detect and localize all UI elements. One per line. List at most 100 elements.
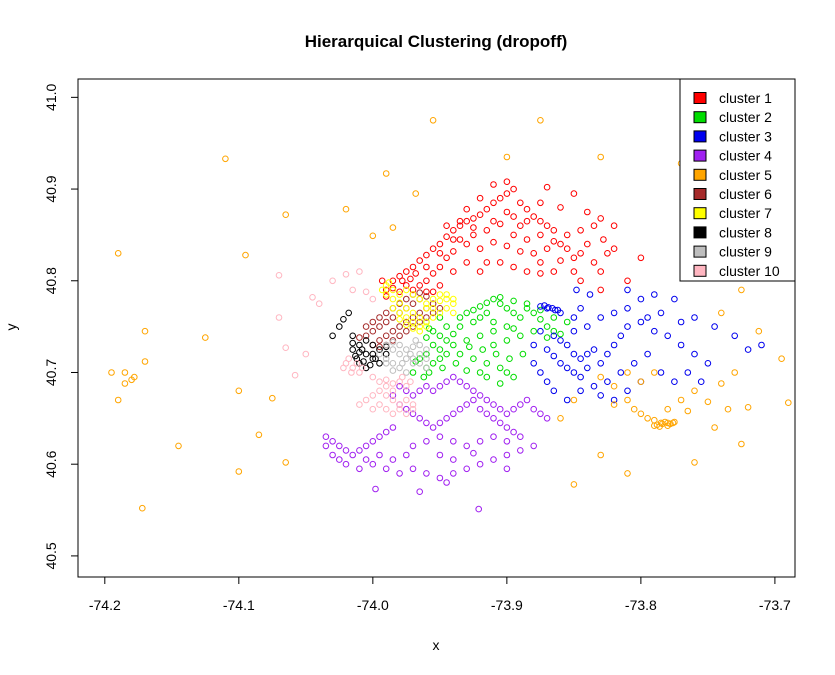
data-point — [376, 343, 383, 351]
series-cluster-4 — [322, 373, 551, 513]
data-point — [329, 332, 336, 340]
data-point — [329, 438, 336, 445]
data-point — [407, 378, 414, 386]
data-point — [366, 361, 374, 369]
data-point — [345, 355, 353, 363]
data-point — [503, 190, 511, 197]
data-point — [369, 327, 377, 335]
data-point — [624, 323, 631, 330]
data-point — [423, 251, 430, 259]
data-point — [423, 355, 430, 363]
data-point — [496, 194, 504, 202]
data-point — [483, 373, 491, 381]
y-tick-label: 40.5 — [43, 542, 59, 569]
data-point — [416, 415, 424, 422]
legend-swatch — [693, 130, 707, 143]
data-point — [443, 254, 450, 262]
data-point — [557, 309, 564, 317]
data-point — [586, 291, 594, 298]
y-tick-label: 41.0 — [43, 84, 59, 111]
data-point — [222, 155, 229, 163]
data-point — [476, 405, 484, 413]
data-point — [382, 341, 390, 349]
data-point — [570, 327, 578, 335]
data-point — [557, 257, 564, 264]
legend: cluster 1 cluster 2 cluster 3 cluster 4 clus… — [679, 78, 796, 282]
series-cluster-8 — [329, 309, 390, 372]
data-point — [450, 300, 457, 308]
data-point — [382, 293, 390, 300]
data-point — [450, 470, 457, 477]
x-tick-label: -74.1 — [223, 597, 255, 613]
data-point — [340, 316, 347, 323]
data-point — [202, 334, 209, 341]
data-point — [456, 222, 464, 229]
data-point — [396, 309, 403, 317]
data-point — [476, 438, 484, 445]
data-point — [490, 433, 497, 441]
data-point — [403, 305, 410, 312]
data-point — [369, 373, 377, 381]
data-point — [470, 396, 477, 404]
series-cluster-7 — [378, 279, 457, 335]
data-point — [657, 369, 665, 376]
data-point — [483, 396, 491, 404]
data-point — [362, 323, 370, 330]
y-tick-label: 40.8 — [43, 267, 59, 294]
data-point — [416, 350, 424, 358]
legend-label: cluster 10 — [719, 263, 780, 279]
data-point — [382, 382, 390, 390]
data-point — [597, 153, 605, 161]
legend-swatch — [693, 207, 707, 220]
data-point — [476, 460, 484, 468]
data-point — [758, 341, 765, 349]
legend-label: cluster 3 — [719, 128, 772, 144]
data-point — [403, 268, 410, 275]
data-point — [436, 382, 444, 390]
data-point — [590, 222, 598, 229]
data-point — [141, 358, 149, 365]
data-point — [382, 360, 390, 367]
data-point — [409, 300, 417, 308]
data-point — [356, 268, 363, 275]
data-point — [570, 268, 578, 275]
data-point — [429, 295, 437, 303]
data-point — [677, 396, 685, 404]
data-point — [349, 364, 357, 372]
data-point — [731, 369, 739, 376]
data-point — [669, 419, 677, 427]
data-point — [399, 360, 406, 367]
data-point — [450, 456, 457, 463]
data-point — [677, 341, 685, 349]
data-point — [563, 364, 571, 372]
data-point — [496, 380, 504, 387]
data-point — [744, 346, 752, 353]
data-point — [382, 355, 390, 363]
data-point — [369, 355, 377, 363]
data-point — [503, 410, 511, 418]
data-point — [503, 337, 511, 344]
data-point — [423, 364, 430, 372]
data-point — [537, 369, 544, 376]
data-point — [550, 227, 558, 234]
data-point — [584, 364, 591, 372]
data-point — [523, 305, 531, 312]
data-point — [557, 330, 564, 338]
data-point — [349, 451, 357, 459]
data-point — [121, 380, 129, 387]
data-point — [315, 300, 323, 308]
data-point — [362, 332, 370, 340]
data-point — [530, 250, 538, 257]
data-point — [503, 208, 511, 216]
data-point — [409, 392, 417, 399]
data-point — [412, 190, 420, 197]
data-point — [348, 369, 355, 376]
data-point — [403, 382, 410, 390]
data-point — [597, 286, 605, 294]
data-point — [416, 318, 424, 326]
data-point — [517, 332, 524, 340]
data-point — [476, 211, 484, 218]
data-point — [537, 327, 544, 335]
data-point — [436, 474, 444, 482]
data-point — [550, 387, 558, 395]
